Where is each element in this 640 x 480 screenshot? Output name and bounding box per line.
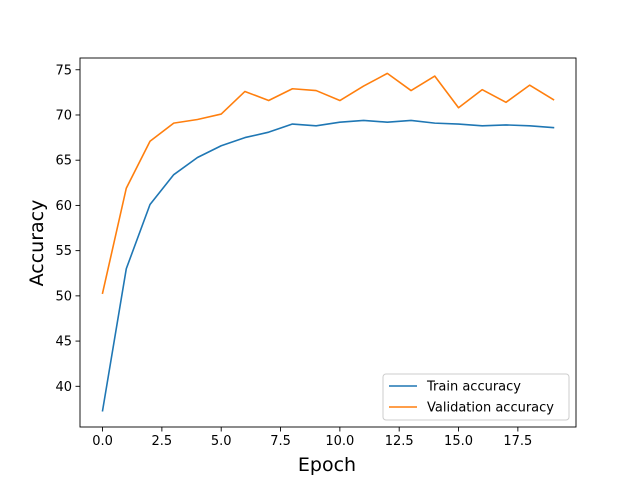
- y-tick-label: 70: [55, 108, 72, 123]
- axes-frame: [79, 57, 577, 428]
- series-line-0: [101, 119, 555, 412]
- y-tick-label: 75: [55, 63, 72, 78]
- x-tick-label: 2.5: [152, 434, 173, 449]
- x-tick-label: 0.0: [92, 434, 113, 449]
- y-tick-label: 55: [55, 244, 72, 259]
- x-tick-label: 15.0: [444, 434, 473, 449]
- y-tick-label: 60: [55, 199, 72, 214]
- x-tick-label: 17.5: [503, 434, 532, 449]
- y-axis-title: Accuracy: [26, 200, 48, 287]
- legend-label-1: Validation accuracy: [427, 401, 554, 416]
- x-tick-label: 7.5: [270, 434, 291, 449]
- legend-label-0: Train accuracy: [426, 380, 521, 395]
- legend-box: [382, 373, 570, 421]
- y-tick-label: 65: [55, 154, 72, 169]
- axes-border: [79, 57, 577, 428]
- y-tick-label: 40: [55, 380, 72, 395]
- x-tick-label: 5.0: [211, 434, 232, 449]
- plot-lines: [101, 72, 555, 412]
- y-tick-label: 45: [55, 335, 72, 350]
- x-axis-title: Epoch: [298, 454, 356, 476]
- x-tick-label: 10.0: [325, 434, 354, 449]
- series-line-1: [101, 72, 555, 295]
- y-tick-label: 50: [55, 289, 72, 304]
- legend: Train accuracy Validation accuracy: [382, 373, 570, 421]
- x-tick-label: 12.5: [385, 434, 414, 449]
- x-axis-ticks: 0.0 2.5 5.0 7.5 10.0 12.5 15.0 17.5: [92, 427, 532, 449]
- y-axis-ticks: 40 45 50 55 60 65 70 75: [55, 63, 80, 395]
